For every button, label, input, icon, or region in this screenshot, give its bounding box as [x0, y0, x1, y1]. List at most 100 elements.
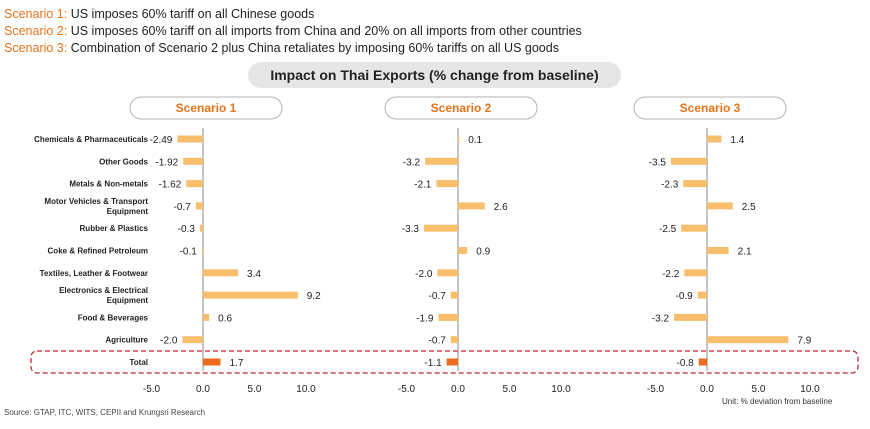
data-label: 2.5 — [742, 202, 756, 213]
x-tick-label: -5.0 — [143, 384, 161, 395]
bar — [458, 202, 485, 210]
category-label-line: Equipment — [107, 207, 149, 216]
bar — [182, 336, 203, 344]
bar — [203, 269, 239, 277]
bar — [199, 224, 203, 232]
category-label-line: Other Goods — [99, 157, 148, 166]
scenario-1-line: Scenario 1: US imposes 60% tariff on all… — [4, 7, 314, 21]
scenario-header-pill — [633, 96, 787, 120]
scenario-header-pill — [384, 96, 538, 120]
category-label-line: Food & Beverages — [78, 313, 149, 322]
bar — [697, 291, 707, 299]
category-label: Food & Beverages — [78, 313, 149, 322]
data-label: -2.49 — [150, 135, 173, 146]
category-label-line: Coke & Refined Petroleum — [48, 247, 148, 256]
x-tick-label: 0.0 — [196, 384, 210, 395]
category-label-line: Equipment — [107, 296, 149, 305]
bar — [707, 135, 722, 143]
data-label: -0.3 — [178, 224, 196, 235]
bar — [698, 358, 707, 366]
data-label: 2.1 — [738, 247, 752, 258]
bar — [177, 135, 203, 143]
data-label: -3.3 — [402, 224, 420, 235]
bar — [670, 157, 707, 165]
scenario-3-key: Scenario 3: — [4, 41, 68, 55]
data-label: -1.9 — [416, 313, 434, 324]
category-label: Other Goods — [99, 157, 148, 166]
bar — [201, 247, 203, 254]
category-label: Electronics & Electrical Equipment — [59, 286, 148, 305]
category-label-line: Metals & Non-metals — [69, 180, 148, 189]
scenario-header-label: Scenario 2 — [431, 101, 492, 115]
bar — [183, 157, 203, 165]
scenario-header-pill — [129, 96, 283, 120]
data-label: -1.62 — [159, 180, 182, 191]
source-note: Source: GTAP, ITC, WITS, CEPII and Krung… — [4, 408, 206, 417]
bar — [203, 358, 221, 366]
bar — [684, 269, 707, 277]
x-tick-label: 5.0 — [248, 384, 262, 395]
bar — [203, 313, 210, 321]
data-label: 0.6 — [218, 313, 232, 324]
category-label: Coke & Refined Petroleum — [48, 247, 148, 256]
bar — [195, 202, 203, 210]
x-tick-label: -5.0 — [398, 384, 416, 395]
bar — [438, 313, 458, 321]
bar — [458, 135, 460, 143]
category-label-line: Total — [129, 358, 148, 367]
data-label: -0.9 — [675, 291, 693, 302]
x-tick-label: 5.0 — [503, 384, 517, 395]
x-tick-label: 10.0 — [551, 384, 571, 395]
bar — [450, 336, 458, 344]
total-highlight-box — [30, 350, 859, 374]
bar — [674, 313, 707, 321]
data-label: 2.6 — [494, 202, 508, 213]
data-label: -2.1 — [414, 180, 432, 191]
data-label: -0.7 — [429, 336, 447, 347]
data-label: -3.2 — [652, 313, 670, 324]
scenario-header-label: Scenario 1 — [176, 101, 237, 115]
bar — [707, 247, 729, 254]
data-label: -2.2 — [662, 269, 680, 280]
scenario-3-line: Scenario 3: Combination of Scenario 2 pl… — [4, 41, 559, 55]
chart-title: Impact on Thai Exports (% change from ba… — [248, 62, 621, 88]
data-label: -1.1 — [424, 358, 442, 369]
bar — [458, 247, 468, 254]
x-tick-label: -5.0 — [647, 384, 665, 395]
data-label: 9.2 — [307, 291, 321, 302]
data-label: -0.7 — [174, 202, 192, 213]
scenario-2-key: Scenario 2: — [4, 24, 68, 38]
bar — [707, 202, 733, 210]
data-label: 0.1 — [468, 135, 482, 146]
data-label: 0.9 — [476, 247, 490, 258]
category-label-line: Agriculture — [105, 336, 148, 345]
data-label: -2.3 — [661, 180, 679, 191]
data-label: -0.1 — [180, 247, 198, 258]
scenario-1-key: Scenario 1: — [4, 7, 68, 21]
category-label: Rubber & Plastics — [80, 224, 149, 233]
x-tick-label: 0.0 — [451, 384, 465, 395]
data-label: -3.5 — [649, 157, 667, 168]
category-label-line: Motor Vehicles & Transport — [44, 197, 148, 206]
bar — [707, 336, 789, 344]
bar — [681, 224, 707, 232]
data-label: -0.8 — [677, 358, 695, 369]
category-label-line: Electronics & Electrical — [59, 286, 148, 295]
x-tick-label: 10.0 — [800, 384, 820, 395]
data-label: 1.4 — [730, 135, 744, 146]
category-label: Total — [129, 358, 148, 367]
category-label: Chemicals & Pharmaceuticals — [34, 135, 148, 144]
scenario-3-text: Combination of Scenario 2 plus China ret… — [67, 41, 559, 55]
category-label: Metals & Non-metals — [69, 180, 148, 189]
unit-note: Unit: % deviation from baseline — [722, 397, 833, 406]
data-label: -2.0 — [415, 269, 433, 280]
scenario-header-label: Scenario 3 — [680, 101, 741, 115]
bar — [436, 180, 458, 188]
bar — [425, 157, 458, 165]
bar — [424, 224, 458, 232]
bar — [450, 291, 458, 299]
bar — [186, 180, 203, 188]
data-label: 7.9 — [797, 336, 811, 347]
bar — [203, 291, 298, 299]
